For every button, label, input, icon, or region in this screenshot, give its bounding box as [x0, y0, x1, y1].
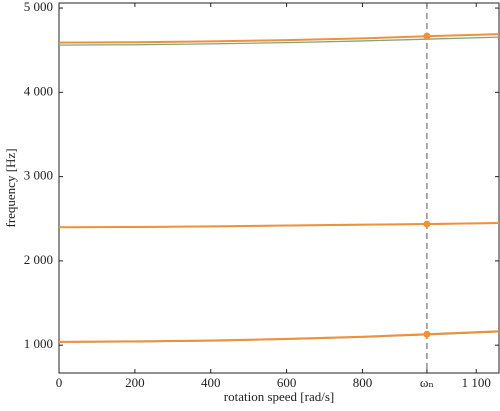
x-tick-label: 200 — [125, 375, 145, 390]
y-tick-label: 2 000 — [24, 252, 53, 267]
x-axis-label: rotation speed [rad/s] — [224, 389, 334, 404]
x-tick-label: 800 — [353, 375, 373, 390]
y-tick-label: 3 000 — [24, 168, 53, 183]
x-tick-label: 1 100 — [462, 375, 491, 390]
x-tick-label: 0 — [56, 375, 63, 390]
series-line — [58, 33, 500, 44]
marker — [423, 32, 431, 40]
series-line — [58, 36, 500, 46]
y-axis-label: frequency [Hz] — [3, 148, 18, 227]
x-tick-label: 600 — [277, 375, 297, 390]
series-line — [58, 330, 500, 343]
x-tick-label: 400 — [201, 375, 221, 390]
y-tick-label: 4 000 — [24, 83, 53, 98]
plot-frame — [58, 2, 500, 374]
y-tick-label: 1 000 — [24, 336, 53, 351]
y-tick-label: 5 000 — [24, 0, 53, 14]
x-tick-label: ωₙ — [420, 375, 434, 390]
series-line — [58, 221, 500, 229]
marker — [423, 330, 431, 338]
marker — [423, 220, 431, 228]
